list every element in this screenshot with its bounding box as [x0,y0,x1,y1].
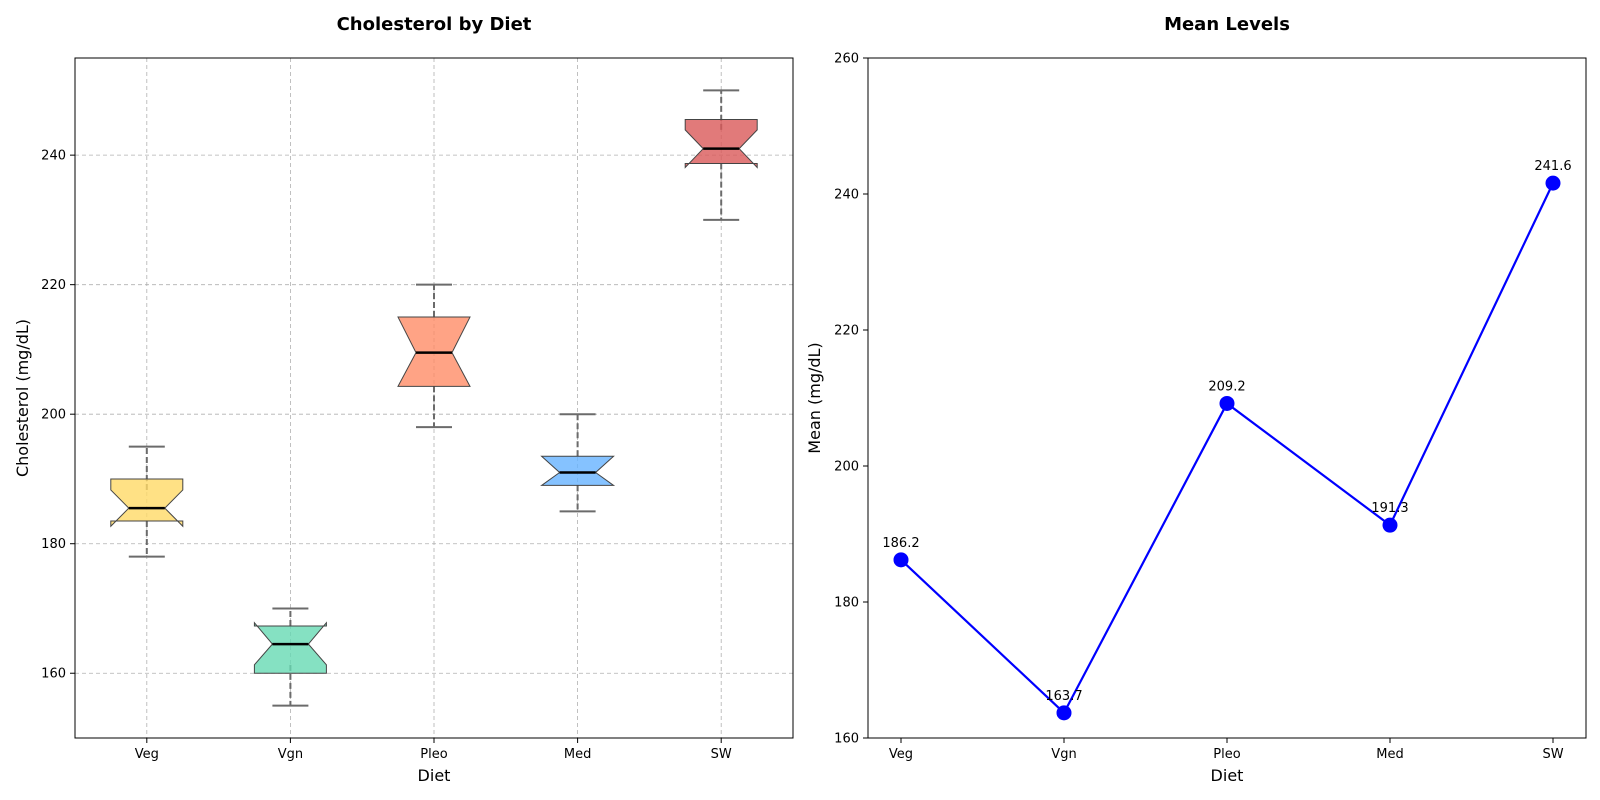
box-body-sw [684,119,758,169]
box-sw [684,89,758,221]
mean-value-label-vgn: 163.7 [1045,689,1082,704]
mean-value-label-veg: 186.2 [882,536,919,551]
right-x-tick-label-vgn: Vgn [1051,747,1076,762]
boxplot-grid [75,58,793,738]
right-x-tick-label-med: Med [1376,747,1403,762]
x-tick-label-med: Med [564,747,591,762]
mean-line [900,182,1554,715]
line-title: Mean Levels [1164,14,1290,35]
box-vgn [253,607,327,707]
mean-point-veg [893,552,909,568]
x-tick-label-veg: Veg [135,747,159,762]
right-y-tick-label-220: 220 [834,324,859,339]
boxplot-boxes [110,89,758,707]
mean-point-sw [1545,175,1561,191]
right-y-tick-label-180: 180 [834,596,859,611]
right-x-tick-label-veg: Veg [889,747,913,762]
x-tick-label-sw: SW [711,747,732,762]
line-panel: Mean Levels 186.2 163.7 209.2 191.3 241.6 16… [805,14,1587,785]
y-tick-label-180: 180 [41,537,66,552]
boxplot-x-ticks: Veg Vgn Pleo Med SW [135,738,732,762]
mean-value-label-pleo: 209.2 [1208,379,1245,394]
mean-value-label-sw: 241.6 [1534,159,1571,174]
boxplot-y-ticks: 160 180 200 220 240 [41,149,75,682]
y-tick-label-240: 240 [41,149,66,164]
y-tick-label-160: 160 [41,667,66,682]
right-y-tick-label-200: 200 [834,460,859,475]
box-pleo [397,283,471,429]
y-tick-label-220: 220 [41,278,66,293]
x-tick-label-vgn: Vgn [278,747,303,762]
mean-value-label-med: 191.3 [1371,501,1408,516]
boxplot-title: Cholesterol by Diet [337,14,532,35]
box-body-med [540,455,616,486]
mean-point-pleo [1219,395,1235,411]
boxplot-x-axis-label: Diet [418,766,451,785]
mean-point-vgn [1056,705,1072,721]
y-tick-label-200: 200 [41,408,66,423]
line-x-axis-label: Diet [1211,766,1244,785]
line-series: 186.2 163.7 209.2 191.3 241.6 [882,159,1572,721]
line-y-axis-label: Mean (mg/dL) [805,342,824,453]
right-y-tick-label-160: 160 [834,732,859,747]
box-body-vgn [253,621,327,674]
right-y-tick-label-260: 260 [834,52,859,67]
right-x-tick-label-pleo: Pleo [1213,747,1240,762]
mean-point-med [1382,517,1398,533]
line-y-ticks: 160 180 200 220 240 260 [834,52,868,747]
right-x-tick-label-sw: SW [1542,747,1563,762]
box-veg [110,445,184,558]
line-x-ticks: Veg Vgn Pleo Med SW [889,738,1564,762]
box-body-veg [110,478,184,528]
x-tick-label-pleo: Pleo [420,747,447,762]
boxplot-y-axis-label: Cholesterol (mg/dL) [13,319,32,477]
right-y-tick-label-240: 240 [834,188,859,203]
box-med [540,413,616,513]
